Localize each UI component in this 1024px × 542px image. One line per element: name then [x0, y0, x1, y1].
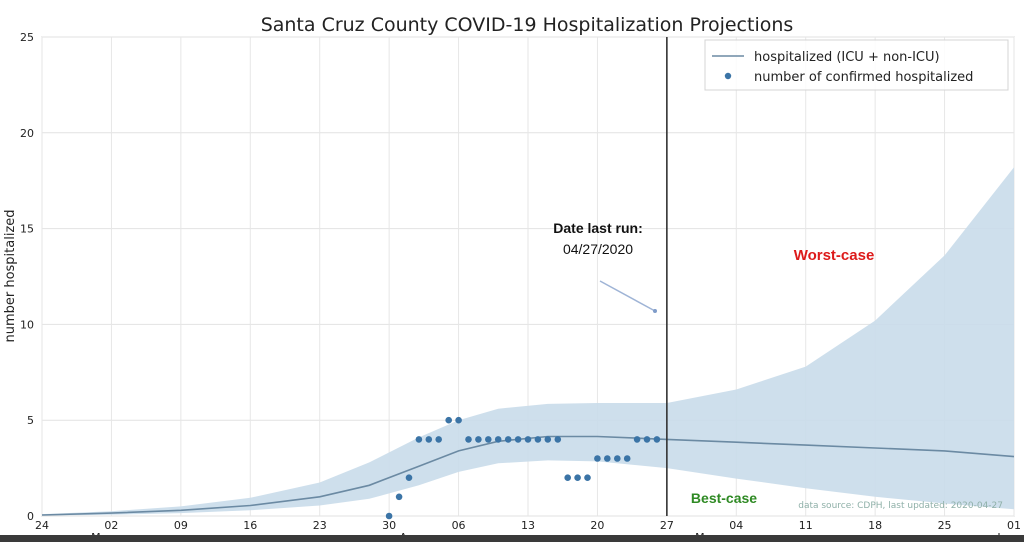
- confirmed-point: [395, 493, 403, 501]
- x-tick-label: 16: [243, 519, 257, 532]
- confirmed-point: [485, 436, 492, 443]
- confirmed-point: [574, 474, 581, 482]
- x-tick-label: 01: [1007, 519, 1021, 532]
- confirmed-points: [385, 416, 661, 520]
- confirmed-point: [623, 455, 631, 462]
- confirmed-point: [544, 436, 552, 443]
- confirmed-point: [455, 416, 462, 424]
- best-case-label: Best-case: [691, 490, 757, 506]
- legend-label-points: number of confirmed hospitalized: [754, 70, 973, 85]
- confirmed-point: [594, 455, 601, 462]
- confirmed-point: [633, 436, 641, 443]
- legend-label-line: hospitalized (ICU + non-ICU): [754, 50, 940, 65]
- confirmed-point: [385, 512, 393, 520]
- legend-point-swatch: [724, 72, 732, 80]
- confirmed-point: [405, 474, 413, 482]
- y-tick-label: 25: [20, 31, 34, 44]
- confirmed-point: [475, 436, 482, 443]
- annotation-arrow-head: [653, 309, 657, 313]
- confirmed-point: [504, 436, 512, 443]
- chart-title: Santa Cruz County COVID-19 Hospitalizati…: [261, 14, 794, 36]
- x-tick-label: 06: [452, 519, 466, 532]
- confirmed-point: [653, 436, 661, 443]
- confirmed-point: [494, 436, 502, 443]
- confirmed-point: [514, 436, 522, 443]
- legend-box: [704, 39, 1009, 91]
- worst-case-label: Worst-case: [794, 247, 875, 264]
- x-tick-label: 02: [104, 519, 118, 532]
- confirmed-point: [554, 436, 562, 443]
- uncertainty-band: [42, 167, 1014, 516]
- confirmed-point: [564, 474, 571, 482]
- x-tick-label: 09: [174, 519, 188, 532]
- x-tick-label: 25: [938, 519, 952, 532]
- uncertainty-band-area: [42, 167, 1014, 516]
- annotation-arrow: [599, 280, 656, 312]
- confirmed-point: [614, 455, 621, 462]
- y-axis-label: number hospitalized: [3, 209, 18, 342]
- y-tick-label: 20: [20, 127, 34, 140]
- confirmed-point: [415, 436, 423, 443]
- confirmed-point: [584, 474, 591, 482]
- y-tick-label: 15: [20, 223, 34, 236]
- confirmed-point: [425, 436, 433, 443]
- y-tick-label: 10: [20, 318, 34, 331]
- x-tick-label: 27: [660, 519, 674, 532]
- confirmed-point: [604, 455, 611, 462]
- x-tick-label: 18: [868, 519, 882, 532]
- confirmed-point: [534, 436, 542, 443]
- x-tick-label: 23: [313, 519, 327, 532]
- x-tick-label: 04: [729, 519, 743, 532]
- x-tick-label: 24: [35, 519, 49, 532]
- confirmed-point: [445, 416, 453, 424]
- date-last-run-label: Date last run:: [553, 220, 642, 236]
- x-tick-label: 13: [521, 519, 535, 532]
- confirmed-point: [643, 436, 651, 443]
- x-tick-label: 30: [382, 519, 396, 532]
- bottom-bar: [0, 535, 1024, 542]
- y-tick-label: 0: [27, 510, 34, 523]
- confirmed-point: [435, 436, 443, 443]
- confirmed-point: [524, 436, 532, 443]
- data-source-note: data source: CDPH, last updated: 2020-04…: [798, 501, 1003, 511]
- date-last-run-value: 04/27/2020: [563, 241, 633, 257]
- legend: hospitalized (ICU + non-ICU) number of c…: [704, 39, 1009, 91]
- confirmed-point: [465, 436, 472, 443]
- x-tick-label: 11: [799, 519, 813, 532]
- y-tick-label: 5: [27, 414, 34, 427]
- x-tick-label: 20: [590, 519, 604, 532]
